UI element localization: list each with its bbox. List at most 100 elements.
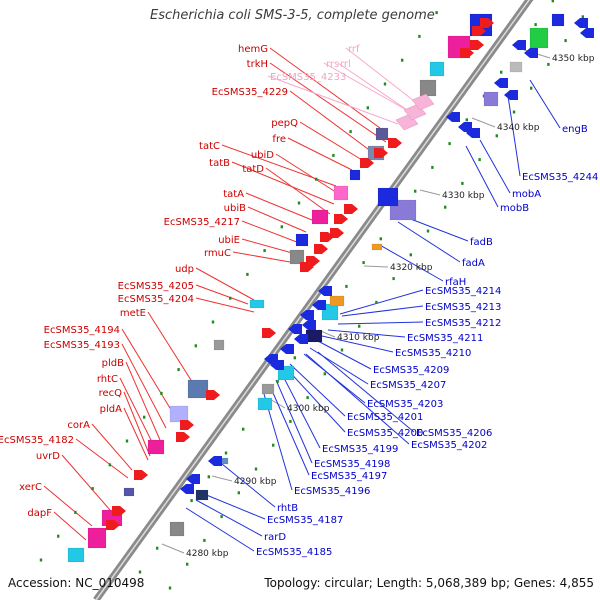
gene-label-tata[interactable]: tatA xyxy=(223,189,244,200)
gene-label-ecsms35-4213[interactable]: EcSMS35_4213 xyxy=(425,302,501,313)
gene-label-ecsms35-4203[interactable]: EcSMS35_4203 xyxy=(367,399,443,410)
gene-label-trkh[interactable]: trkH xyxy=(247,59,268,70)
forward-gene-arrow xyxy=(262,328,276,338)
gene-label-ubie[interactable]: ubiE xyxy=(218,235,240,246)
gene-label-ecsms35-4244[interactable]: EcSMS35_4244 xyxy=(522,172,598,183)
gene-label-ecsms35-4229[interactable]: EcSMS35_4229 xyxy=(212,87,288,98)
gene-label-fada[interactable]: fadA xyxy=(462,258,485,269)
forward-gene-arrow xyxy=(134,470,148,480)
label-leader-lines xyxy=(43,47,561,554)
reverse-gene-arrow xyxy=(270,360,284,370)
label-leader xyxy=(269,62,387,143)
minor-tick xyxy=(143,415,146,419)
gene-label-ecsms35-4196[interactable]: EcSMS35_4196 xyxy=(294,486,370,497)
gene-label-ecsms35-4201[interactable]: EcSMS35_4201 xyxy=(347,412,423,423)
minor-tick xyxy=(177,368,180,372)
gene-label-dapf[interactable]: dapF xyxy=(27,508,52,519)
gene-label-recq[interactable]: recQ xyxy=(99,388,123,399)
label-leader xyxy=(195,284,249,305)
gene-label-rmuc[interactable]: rmuC xyxy=(204,248,231,259)
minor-tick xyxy=(263,249,266,253)
gene-label-rhtc[interactable]: rhtC xyxy=(97,374,118,385)
gene-label-tatc[interactable]: tatC xyxy=(199,141,220,152)
gene-label-ecsms35-4185[interactable]: EcSMS35_4185 xyxy=(256,547,332,558)
gene-label-ecsms35-4193[interactable]: EcSMS35_4193 xyxy=(44,340,120,351)
reverse-gene-arrow xyxy=(300,310,314,320)
kbp-tick-leader xyxy=(419,189,441,196)
label-leader xyxy=(123,407,149,461)
reverse-feature-block xyxy=(261,383,275,395)
gene-label-ecsms35-4214[interactable]: EcSMS35_4214 xyxy=(425,286,501,297)
minor-tick xyxy=(160,391,163,395)
forward-gene-arrow xyxy=(480,18,494,28)
gene-label-ecsms35-4194[interactable]: EcSMS35_4194 xyxy=(44,325,120,336)
gene-label-fre[interactable]: fre xyxy=(272,134,286,145)
minor-tick xyxy=(297,201,301,205)
gene-label-ecsms35-4200[interactable]: EcSMS35_4200 xyxy=(347,428,423,439)
minor-tick xyxy=(349,130,352,134)
gene-label-xerc[interactable]: xerC xyxy=(19,482,42,493)
gene-label-ubib[interactable]: ubiB xyxy=(224,203,246,214)
gene-label-ecsms35-4233[interactable]: EcSMS35_4233 xyxy=(270,72,346,83)
gene-label-pepq[interactable]: pepQ xyxy=(271,118,298,129)
label-leader xyxy=(247,206,307,233)
gene-label-udp[interactable]: udp xyxy=(175,264,194,275)
gene-label-rhtb[interactable]: rhtB xyxy=(277,503,298,514)
gene-label-ecsms35-4217[interactable]: EcSMS35_4217 xyxy=(164,217,240,228)
gene-label-ecsms35-4206[interactable]: EcSMS35_4206 xyxy=(416,428,492,439)
gene-label-plda[interactable]: pldA xyxy=(100,404,122,415)
gene-label-pldb[interactable]: pldB xyxy=(102,358,124,369)
reverse-gene-arrow xyxy=(458,122,472,132)
gene-label-mobb[interactable]: mobB xyxy=(500,203,529,214)
gene-label-rfah[interactable]: rfaH xyxy=(445,277,466,288)
reverse-feature-block xyxy=(529,27,549,49)
forward-gene-arrow xyxy=(206,390,220,400)
forward-gene-arrow xyxy=(374,148,388,158)
gene-label-cora[interactable]: corA xyxy=(67,420,90,431)
gene-labels: 4280 kbp 4290 kbp 4300 kbp 4310 kbp 4320 kbp… xyxy=(0,44,598,559)
gene-label-ecsms35-4212[interactable]: EcSMS35_4212 xyxy=(425,318,501,329)
gene-label-ecsms35-4198[interactable]: EcSMS35_4198 xyxy=(314,459,390,470)
label-leader xyxy=(289,90,373,153)
gene-label-ecsms35-4199[interactable]: EcSMS35_4199 xyxy=(322,444,398,455)
reverse-gene-arrow xyxy=(494,78,508,88)
gene-label-ecsms35-4197[interactable]: EcSMS35_4197 xyxy=(311,471,387,482)
gene-label-ecsms35-4209[interactable]: EcSMS35_4209 xyxy=(373,365,449,376)
gene-label-ecsms35-4211[interactable]: EcSMS35_4211 xyxy=(407,333,483,344)
gene-label-fadb[interactable]: fadB xyxy=(470,237,493,248)
label-leader xyxy=(241,238,297,255)
gene-label-ecsms35-4210[interactable]: EcSMS35_4210 xyxy=(395,348,471,359)
minor-tick xyxy=(435,11,438,15)
minor-tick xyxy=(254,467,258,471)
gene-label-engb[interactable]: engB xyxy=(562,124,588,135)
minor-tick xyxy=(108,463,111,467)
gene-label-rrl[interactable]: rrl xyxy=(340,59,351,70)
gene-label-hemg[interactable]: hemG xyxy=(238,44,268,55)
label-leader xyxy=(315,339,372,370)
gene-label-mete[interactable]: metE xyxy=(120,308,146,319)
gene-label-tatb[interactable]: tatB xyxy=(209,158,230,169)
gene-label-ecsms35-4187[interactable]: EcSMS35_4187 xyxy=(267,515,343,526)
reverse-feature-block xyxy=(257,397,273,411)
gene-label-tatd[interactable]: tatD xyxy=(242,164,264,175)
minor-tick xyxy=(57,534,60,538)
minor-tick xyxy=(229,296,232,300)
gene-label-moba[interactable]: mobA xyxy=(512,189,541,200)
reverse-gene-arrow xyxy=(580,28,594,38)
forward-gene-arrow xyxy=(388,138,402,148)
forward-feature-block xyxy=(349,169,361,181)
gene-label-rard[interactable]: rarD xyxy=(264,532,286,543)
gene-label-uvrd[interactable]: uvrD xyxy=(36,451,60,462)
gene-label-ecsms35-4202[interactable]: EcSMS35_4202 xyxy=(411,440,487,451)
gene-label-ubid[interactable]: ubiD xyxy=(251,150,274,161)
forward-feature-block xyxy=(213,339,225,351)
kbp-tick-leader xyxy=(161,543,185,554)
gene-label-ecsms35-4204[interactable]: EcSMS35_4204 xyxy=(118,294,194,305)
gene-label-rrs[interactable]: rrs xyxy=(326,59,339,70)
gene-label-rrf[interactable]: rrf xyxy=(348,44,360,55)
minor-tick xyxy=(332,153,335,157)
gene-label-ecsms35-4207[interactable]: EcSMS35_4207 xyxy=(370,380,446,391)
gene-label-ecsms35-4182[interactable]: EcSMS35_4182 xyxy=(0,435,74,446)
forward-feature-block xyxy=(375,127,389,141)
gene-label-ecsms35-4205[interactable]: EcSMS35_4205 xyxy=(118,281,194,292)
